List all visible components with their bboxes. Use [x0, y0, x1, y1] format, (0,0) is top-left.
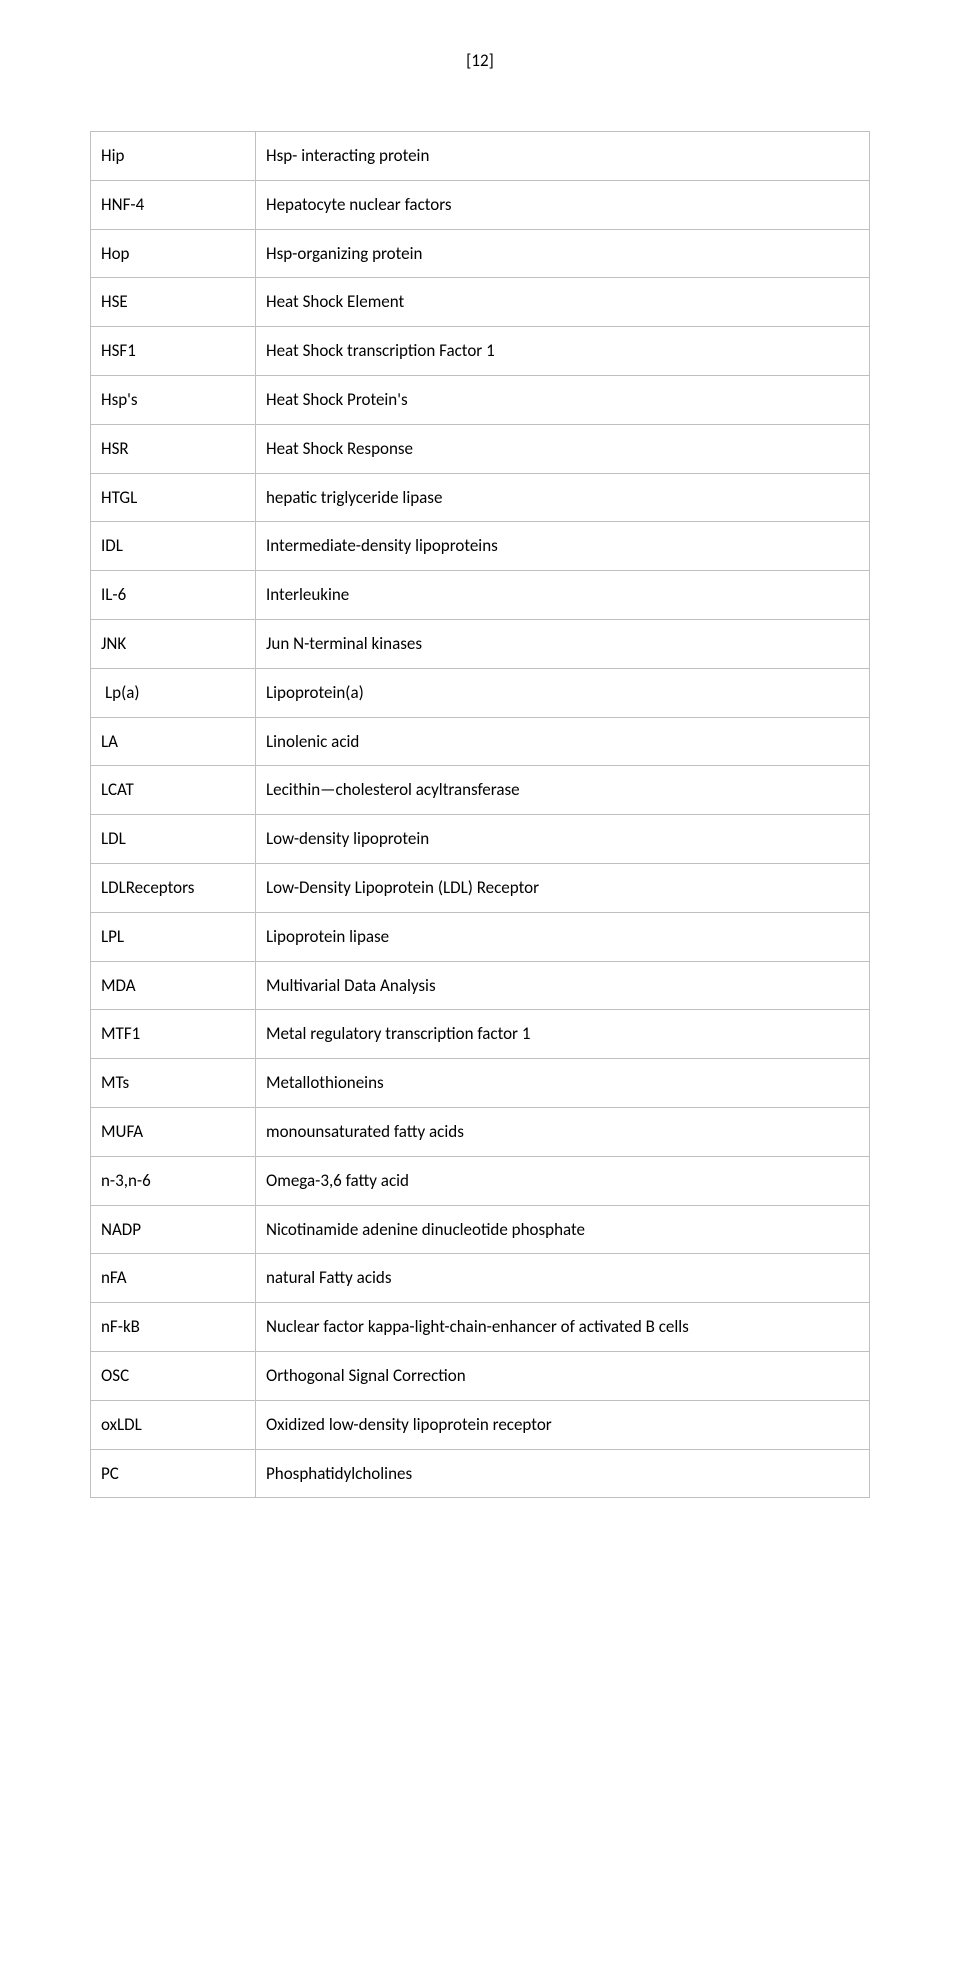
table-row: NADPNicotinamide adenine dinucleotide ph… — [91, 1205, 870, 1254]
abbr-cell: LDL — [91, 815, 256, 864]
table-row: IDLIntermediate-density lipoproteins — [91, 522, 870, 571]
definition-cell: Low-Density Lipoprotein (LDL) Receptor — [256, 863, 870, 912]
abbr-cell: nFA — [91, 1254, 256, 1303]
table-row: OSCOrthogonal Signal Correction — [91, 1351, 870, 1400]
abbreviations-table: HipHsp- interacting proteinHNF-4Hepatocy… — [90, 131, 870, 1498]
table-row: nFAnatural Fatty acids — [91, 1254, 870, 1303]
table-row: HTGLhepatic triglyceride lipase — [91, 473, 870, 522]
abbr-cell: OSC — [91, 1351, 256, 1400]
definition-cell: Lipoprotein(a) — [256, 668, 870, 717]
table-row: Lp(a)Lipoprotein(a) — [91, 668, 870, 717]
abbr-cell: HSR — [91, 424, 256, 473]
abbr-cell: nF-kB — [91, 1303, 256, 1352]
definition-cell: monounsaturated fatty acids — [256, 1107, 870, 1156]
definition-cell: Jun N-terminal kinases — [256, 619, 870, 668]
table-row: HopHsp-organizing protein — [91, 229, 870, 278]
definition-cell: Intermediate-density lipoproteins — [256, 522, 870, 571]
abbreviations-tbody: HipHsp- interacting proteinHNF-4Hepatocy… — [91, 132, 870, 1498]
abbr-cell: Hsp's — [91, 375, 256, 424]
abbr-cell: IL-6 — [91, 571, 256, 620]
definition-cell: Hsp- interacting protein — [256, 132, 870, 181]
definition-cell: Heat Shock Element — [256, 278, 870, 327]
definition-cell: Low-density lipoprotein — [256, 815, 870, 864]
definition-cell: Lecithin—cholesterol acyltransferase — [256, 766, 870, 815]
definition-cell: Metal regulatory transcription factor 1 — [256, 1010, 870, 1059]
definition-cell: hepatic triglyceride lipase — [256, 473, 870, 522]
abbr-cell: Hop — [91, 229, 256, 278]
definition-cell: Omega-3,6 fatty acid — [256, 1156, 870, 1205]
table-row: HipHsp- interacting protein — [91, 132, 870, 181]
definition-cell: Lipoprotein lipase — [256, 912, 870, 961]
table-row: MTF1Metal regulatory transcription facto… — [91, 1010, 870, 1059]
table-row: MUFAmonounsaturated fatty acids — [91, 1107, 870, 1156]
abbr-cell: MUFA — [91, 1107, 256, 1156]
definition-cell: Orthogonal Signal Correction — [256, 1351, 870, 1400]
abbr-cell: oxLDL — [91, 1400, 256, 1449]
table-row: MDAMultivarial Data Analysis — [91, 961, 870, 1010]
abbr-cell: LDLReceptors — [91, 863, 256, 912]
table-row: LPLLipoprotein lipase — [91, 912, 870, 961]
table-row: LDLReceptorsLow-Density Lipoprotein (LDL… — [91, 863, 870, 912]
definition-cell: Heat Shock Response — [256, 424, 870, 473]
definition-cell: Interleukine — [256, 571, 870, 620]
table-row: MTsMetallothioneins — [91, 1059, 870, 1108]
table-row: PCPhosphatidylcholines — [91, 1449, 870, 1498]
abbr-cell: HSE — [91, 278, 256, 327]
definition-cell: Metallothioneins — [256, 1059, 870, 1108]
definition-cell: Multivarial Data Analysis — [256, 961, 870, 1010]
table-row: LCATLecithin—cholesterol acyltransferase — [91, 766, 870, 815]
abbr-cell: MDA — [91, 961, 256, 1010]
abbr-cell: IDL — [91, 522, 256, 571]
abbr-cell: LA — [91, 717, 256, 766]
table-row: JNKJun N-terminal kinases — [91, 619, 870, 668]
abbr-cell: HNF-4 — [91, 180, 256, 229]
abbr-cell: JNK — [91, 619, 256, 668]
table-row: HSRHeat Shock Response — [91, 424, 870, 473]
definition-cell: Nuclear factor kappa-light-chain-enhance… — [256, 1303, 870, 1352]
abbr-cell: LCAT — [91, 766, 256, 815]
table-row: Hsp'sHeat Shock Protein's — [91, 375, 870, 424]
definition-cell: Linolenic acid — [256, 717, 870, 766]
definition-cell: Hsp-organizing protein — [256, 229, 870, 278]
abbr-cell: LPL — [91, 912, 256, 961]
table-row: LALinolenic acid — [91, 717, 870, 766]
table-row: LDLLow-density lipoprotein — [91, 815, 870, 864]
page-number: [12] — [90, 50, 870, 71]
table-row: nF-kBNuclear factor kappa-light-chain-en… — [91, 1303, 870, 1352]
abbr-cell: HTGL — [91, 473, 256, 522]
definition-cell: Hepatocyte nuclear factors — [256, 180, 870, 229]
abbr-cell: PC — [91, 1449, 256, 1498]
definition-cell: Heat Shock Protein's — [256, 375, 870, 424]
abbr-cell: NADP — [91, 1205, 256, 1254]
definition-cell: Nicotinamide adenine dinucleotide phosph… — [256, 1205, 870, 1254]
table-row: oxLDLOxidized low-density lipoprotein re… — [91, 1400, 870, 1449]
definition-cell: natural Fatty acids — [256, 1254, 870, 1303]
abbr-cell: MTF1 — [91, 1010, 256, 1059]
abbr-cell: MTs — [91, 1059, 256, 1108]
definition-cell: Phosphatidylcholines — [256, 1449, 870, 1498]
abbr-cell: Hip — [91, 132, 256, 181]
table-row: HNF-4Hepatocyte nuclear factors — [91, 180, 870, 229]
table-row: HSF1Heat Shock transcription Factor 1 — [91, 327, 870, 376]
definition-cell: Oxidized low-density lipoprotein recepto… — [256, 1400, 870, 1449]
abbr-cell: HSF1 — [91, 327, 256, 376]
abbr-cell: Lp(a) — [91, 668, 256, 717]
definition-cell: Heat Shock transcription Factor 1 — [256, 327, 870, 376]
table-row: HSEHeat Shock Element — [91, 278, 870, 327]
abbr-cell: n-3,n-6 — [91, 1156, 256, 1205]
table-row: n-3,n-6Omega-3,6 fatty acid — [91, 1156, 870, 1205]
table-row: IL-6Interleukine — [91, 571, 870, 620]
